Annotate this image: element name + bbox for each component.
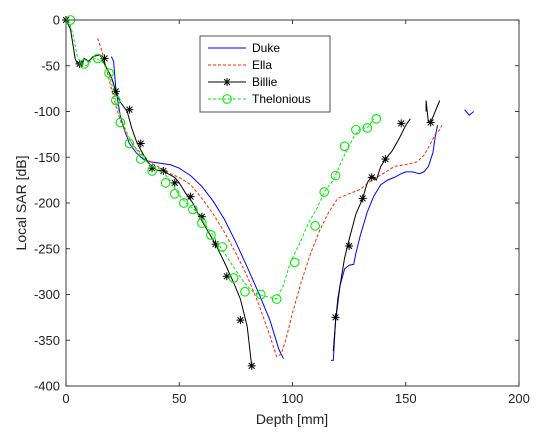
marker-thelonious xyxy=(255,289,266,300)
marker-thelonious xyxy=(240,286,250,297)
y-tick-label: -200 xyxy=(34,196,60,211)
marker-billie xyxy=(159,166,168,175)
legend-entry-thelonious: Thelonious xyxy=(208,92,311,106)
marker-billie-stroke xyxy=(101,55,108,62)
series-line-duke xyxy=(331,125,438,361)
marker-billie-stroke xyxy=(368,174,376,181)
legend-label-thelonious: Thelonious xyxy=(252,92,311,106)
y-tick-label: -350 xyxy=(34,333,60,348)
marker-thelonious xyxy=(351,124,361,135)
marker-thelonious xyxy=(197,218,207,228)
legend-marker-thelonious xyxy=(222,94,232,104)
y-tick-label: -150 xyxy=(34,150,60,165)
x-tick-label: 50 xyxy=(172,391,186,406)
y-axis-title: Local SAR [dB] xyxy=(13,156,29,251)
marker-thelonious xyxy=(92,53,103,64)
marker-billie xyxy=(367,173,376,182)
ticks-layer: 0 50 100 150 200 0 -50 -100 -150 -200 -250 -300 -350… xyxy=(34,13,530,407)
legend-label-duke: Duke xyxy=(252,41,280,55)
marker-thelonious xyxy=(271,294,282,304)
marker-billie xyxy=(426,118,435,127)
marker-thelonious xyxy=(187,204,198,215)
marker-thelonious xyxy=(289,257,300,268)
marker-thelonious xyxy=(319,187,330,197)
legend-label-billie: Billie xyxy=(252,75,278,89)
y-tick-label: -50 xyxy=(41,58,60,73)
marker-thelonious xyxy=(169,189,180,199)
legend-entry-ella: Ella xyxy=(208,58,272,72)
x-axis-title: Depth [mm] xyxy=(256,411,328,427)
marker-billie xyxy=(397,119,406,128)
marker-billie-stroke xyxy=(137,140,144,147)
marker-thelonious xyxy=(147,166,157,176)
marker-billie-stroke xyxy=(187,193,194,200)
marker-thelonious xyxy=(110,95,121,106)
series-line-ella xyxy=(97,38,443,358)
x-tick-label: 200 xyxy=(508,391,530,406)
marker-thelonious xyxy=(124,138,135,149)
marker-thelonious xyxy=(339,141,350,152)
marker-billie xyxy=(345,242,354,251)
marker-billie xyxy=(186,192,195,201)
marker-billie xyxy=(170,178,179,187)
legend-marker-billie-stroke xyxy=(223,78,231,86)
marker-billie xyxy=(125,105,134,114)
marker-thelonious xyxy=(206,230,216,240)
x-tick-label: 0 xyxy=(62,391,69,406)
y-tick-label: -250 xyxy=(34,241,60,256)
y-tick-label: -100 xyxy=(34,104,60,119)
marker-billie-stroke xyxy=(382,155,389,163)
marker-billie-stroke xyxy=(359,195,366,202)
series-thelonious xyxy=(65,15,382,304)
marker-thelonious xyxy=(362,123,373,133)
y-tick-label: -400 xyxy=(34,379,60,394)
legend-entry-duke: Duke xyxy=(208,41,280,55)
marker-thelonious xyxy=(104,68,114,78)
marker-thelonious xyxy=(228,273,239,283)
marker-thelonious xyxy=(310,221,321,231)
legend-entries: Duke Ella Billie Thelonious xyxy=(208,41,311,106)
marker-thelonious xyxy=(217,242,228,252)
marker-billie-stroke xyxy=(345,242,353,250)
marker-billie xyxy=(197,212,206,221)
marker-billie-stroke xyxy=(237,316,244,324)
x-tick-label: 100 xyxy=(282,391,304,406)
legend-box xyxy=(199,35,331,113)
marker-billie xyxy=(331,313,340,322)
legend: Duke Ella Billie Thelonious xyxy=(199,35,331,113)
marker-billie xyxy=(136,139,145,148)
marker-billie xyxy=(247,361,256,370)
y-tick-label: -300 xyxy=(34,287,60,302)
y-tick-label: 0 xyxy=(53,13,60,28)
marker-billie-stroke xyxy=(198,213,206,220)
marker-thelonious xyxy=(371,113,382,124)
marker-thelonious xyxy=(79,59,89,69)
legend-marker-billie xyxy=(223,78,231,86)
marker-thelonious xyxy=(330,170,341,181)
marker-thelonious xyxy=(178,198,189,208)
marker-thelonious xyxy=(135,154,146,164)
marker-billie xyxy=(381,155,390,164)
series-line-thelonious xyxy=(67,19,375,300)
marker-billie-stroke xyxy=(248,362,255,370)
legend-entry-billie: Billie xyxy=(208,75,278,89)
marker-billie-stroke xyxy=(332,314,339,321)
marker-thelonious xyxy=(115,117,126,128)
series-layer xyxy=(62,15,475,370)
marker-billie-stroke xyxy=(160,167,167,175)
marker-billie-stroke xyxy=(126,106,133,113)
marker-billie-stroke xyxy=(112,88,120,95)
marker-billie xyxy=(358,194,367,203)
series-ella xyxy=(97,38,443,358)
marker-billie xyxy=(236,316,245,325)
x-tick-label: 150 xyxy=(395,391,417,406)
marker-thelonious xyxy=(160,178,171,188)
marker-billie-stroke xyxy=(223,272,231,280)
marker-billie-stroke xyxy=(397,120,405,127)
marker-billie-stroke xyxy=(427,119,434,126)
series-line-duke xyxy=(464,109,475,116)
legend-label-ella: Ella xyxy=(252,58,272,72)
